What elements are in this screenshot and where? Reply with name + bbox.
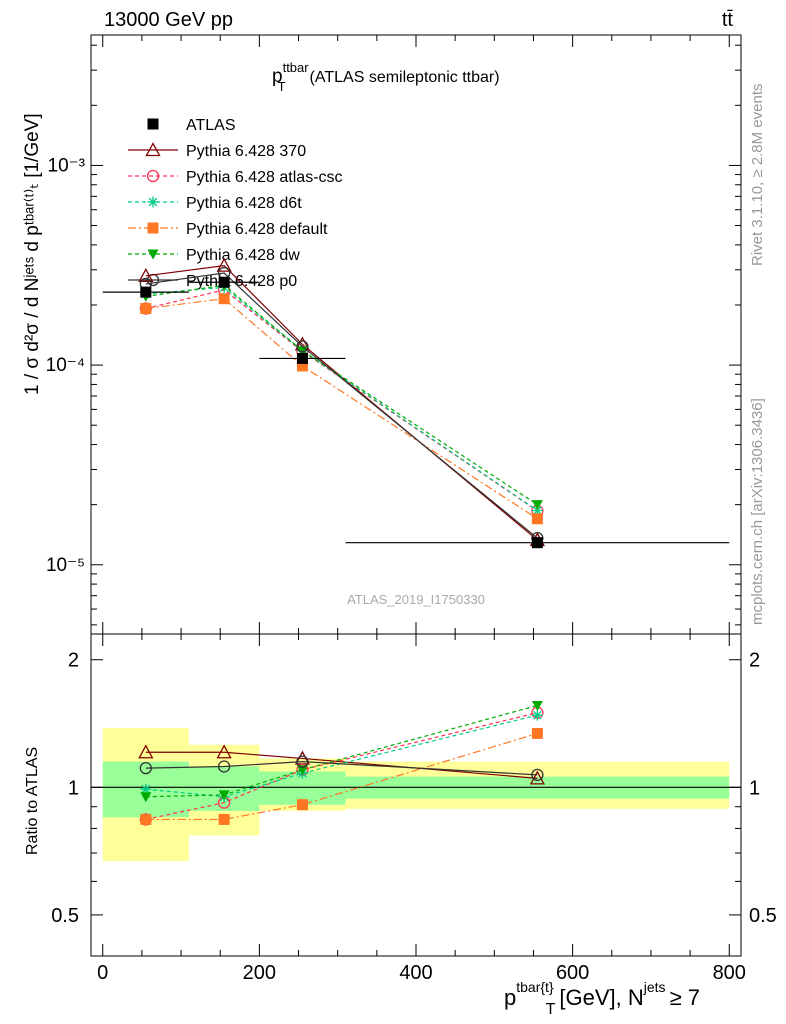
legend-label: Pythia 6.428 p0 [186,273,297,290]
plot-title-p: p [272,66,283,87]
x-tick-label: 800 [713,962,746,984]
legend-marker [147,196,159,208]
legend-label: Pythia 6.428 default [186,221,328,238]
ratio-series [138,700,545,826]
x-label-sup: tbar{t} [516,979,554,995]
rivet-label: Rivet 3.1.10, ≥ 2.8M events [749,84,766,267]
ratio-y-tick-label-right: 2 [749,650,760,672]
y-tick-label: 10⁻³ [48,155,86,176]
legend-marker [147,249,159,260]
series-line-p0 [145,272,538,539]
ratio-point-default [140,813,152,825]
series-point-default [140,303,152,315]
ratio-line-d6t [145,714,538,798]
ratio-y-tick-label: 1 [68,777,79,799]
plot-title-rest: (ATLAS semileptonic ttbar) [310,69,500,86]
ratio-point-dw [140,792,152,803]
series-line-d6t [145,286,538,511]
ratio-point-dw [531,700,543,711]
main-panel: 10⁻³ 10⁻⁴ 10⁻⁵ pttbar T (ATLAS semileptonic … [22,34,742,635]
x-tick-label: 200 [243,962,276,984]
series-point-default [218,293,230,305]
main-ticks: 10⁻³ 10⁻⁴ 10⁻⁵ [46,35,741,634]
series-line-atlascsc [145,289,538,512]
x-label-rest: [GeV], N [559,985,643,1010]
legend: ATLAS Pythia 6.428 370 Pythia 6.428 atlas-… [128,117,343,290]
ratio-panel: 2 2 1 1 0.5 0.5 0 200 400 600 800 Ratio to ATLAS [24,633,777,984]
ratio-line-atlascsc [145,712,538,821]
series-point-default [296,360,308,372]
y-tick-label: 10⁻⁴ [46,355,85,376]
process-label: tt̄ [722,9,734,31]
ratio-point-d6t [531,709,543,721]
x-label-p: p [504,985,516,1010]
energy-label: 13000 GeV pp [104,9,233,31]
plot-title-sub: T [278,79,286,94]
series-point-default [531,513,543,525]
plot-title-sup: ttbar [283,60,310,75]
ratio-point-p370 [529,770,545,785]
ratio-point-default [296,799,308,811]
x-label-tail: ≥ 7 [670,985,700,1010]
ratio-y-tick-label: 2 [68,650,79,672]
series-point-p370 [138,267,154,282]
legend-marker [147,222,159,234]
ratio-point-p370 [216,744,232,759]
legend-label: Pythia 6.428 370 [186,143,306,160]
legend-label: Pythia 6.428 d6t [186,195,302,212]
y-tick-label: 10⁻⁵ [46,555,85,576]
ratio-point-p0 [296,755,309,768]
main-ylabel: 1 / σ d²σ / d Nʲᵉᵗˢ d pᵗᵇᵃʳ⁽ᵗ⁾ₜ [1/GeV] [22,113,43,395]
x-tick-label: 400 [399,962,432,984]
ratio-band-inner [188,766,260,811]
ratio-y-tick-label-right: 0.5 [749,905,777,927]
series-point-p0 [296,340,309,353]
ratio-y-tick-label: 0.5 [51,905,79,927]
x-label-sup2: jets [643,979,666,995]
legend-marker [146,169,160,183]
series-line-p370 [145,264,538,541]
ratio-point-p0 [531,768,544,782]
data-point [218,276,230,288]
ratio-point-p370 [138,744,154,759]
legend-marker [147,118,159,130]
legend-label: ATLAS [186,117,236,134]
data-point [140,286,152,298]
legend-label: Pythia 6.428 dw [186,247,300,264]
x-label-sub: T [546,1001,556,1018]
ratio-y-tick-label-right: 1 [749,777,760,799]
ratio-point-default [531,727,543,739]
ratio-bands [91,728,741,862]
x-tick-label: 0 [97,962,108,984]
ratio-point-p0 [217,760,231,773]
ratio-frame [90,633,742,957]
ratio-point-dw [296,765,308,776]
data-point [531,537,543,549]
ratio-line-p0 [145,760,538,776]
ratio-ylabel: Ratio to ATLAS [24,747,41,855]
ratio-point-p0 [139,761,152,775]
plot-title: pttbar T (ATLAS semileptonic ttbar) [272,60,500,94]
data-point [296,352,308,364]
analysis-watermark: ATLAS_2019_I1750330 [347,592,485,607]
legend-marker [145,142,161,157]
series-point-p370 [216,257,232,272]
series-point-dw [531,500,543,511]
x-axis-label: ptbar{t} T [GeV], Njets ≥ 7 [504,979,700,1018]
x-tick-label: 600 [556,962,589,984]
mcplots-label: mcplots.cern.ch [arXiv:1306.3436] [749,398,766,625]
ratio-ticks: 2 2 1 1 0.5 0.5 0 200 400 600 800 [51,634,777,984]
ratio-point-default [218,813,230,825]
ratio-line-dw [145,704,538,798]
ratio-line-default [145,732,538,821]
series-line-default [145,298,538,520]
ratio-point-dw [218,790,230,801]
main-series [102,257,730,549]
legend-label: Pythia 6.428 atlas-csc [186,169,343,186]
